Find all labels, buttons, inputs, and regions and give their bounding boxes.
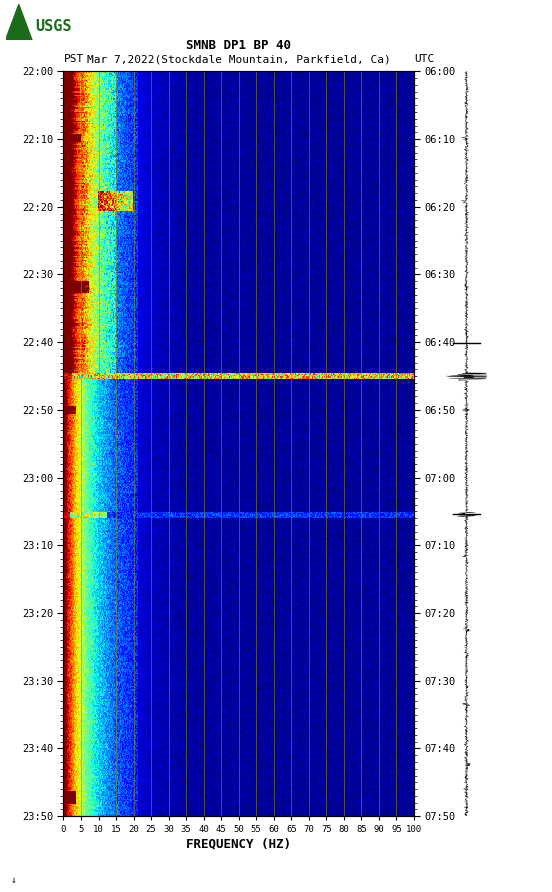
Text: Mar 7,2022(Stockdale Mountain, Parkfield, Ca): Mar 7,2022(Stockdale Mountain, Parkfield…: [87, 54, 390, 64]
Text: UTC: UTC: [414, 54, 434, 64]
Text: PST: PST: [63, 54, 84, 64]
X-axis label: FREQUENCY (HZ): FREQUENCY (HZ): [186, 837, 291, 850]
Text: SMNB DP1 BP 40: SMNB DP1 BP 40: [186, 39, 291, 53]
Text: USGS: USGS: [35, 20, 72, 34]
Text: ⇓: ⇓: [11, 875, 17, 885]
Polygon shape: [6, 4, 32, 40]
